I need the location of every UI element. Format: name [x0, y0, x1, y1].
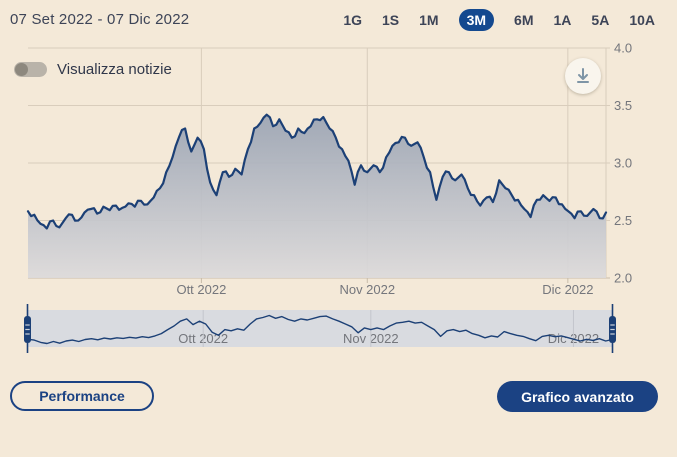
- performance-button[interactable]: Performance: [10, 381, 154, 411]
- range-button-5a[interactable]: 5A: [591, 12, 610, 28]
- date-range-label: 07 Set 2022 - 07 Dic 2022: [10, 11, 190, 28]
- price-line: [26, 113, 608, 230]
- range-selector: 1G 1S 1M 3M 6M 1A 5A 10A: [343, 9, 655, 31]
- svg-text:4.0: 4.0: [614, 41, 632, 56]
- svg-text:2.5: 2.5: [614, 213, 632, 228]
- svg-text:3.5: 3.5: [614, 98, 632, 113]
- navigator-handle-right[interactable]: [609, 304, 616, 353]
- toggle-knob-icon: [15, 63, 28, 76]
- news-toggle[interactable]: [14, 62, 47, 77]
- range-button-1a[interactable]: 1A: [553, 12, 572, 28]
- area-series: [28, 114, 606, 278]
- svg-text:Ott 2022: Ott 2022: [176, 282, 226, 297]
- svg-text:Nov 2022: Nov 2022: [339, 282, 395, 297]
- download-button[interactable]: [565, 58, 601, 94]
- range-button-1g[interactable]: 1G: [343, 12, 363, 28]
- advanced-chart-button[interactable]: Grafico avanzato: [497, 381, 658, 412]
- download-icon: [577, 68, 589, 83]
- news-toggle-row: Visualizza notizie: [14, 61, 172, 78]
- news-toggle-label: Visualizza notizie: [57, 61, 172, 78]
- svg-text:3.0: 3.0: [614, 156, 632, 171]
- navigator: Ott 2022 Nov 2022 Dic 2022: [24, 304, 616, 353]
- range-button-1m[interactable]: 1M: [419, 12, 439, 28]
- range-button-10a[interactable]: 10A: [629, 12, 655, 28]
- navigator-handle-left[interactable]: [24, 304, 31, 353]
- svg-text:Dic 2022: Dic 2022: [542, 282, 593, 297]
- range-button-3m[interactable]: 3M: [458, 9, 495, 31]
- navigator-track[interactable]: [28, 310, 612, 347]
- svg-text:2.0: 2.0: [614, 271, 632, 286]
- navigator-line: [27, 314, 613, 345]
- range-button-1s[interactable]: 1S: [382, 12, 400, 28]
- range-button-6m[interactable]: 6M: [514, 12, 534, 28]
- y-axis-labels: 4.0 3.5 3.0 2.5 2.0: [614, 41, 632, 286]
- x-axis-labels: Ott 2022 Nov 2022 Dic 2022: [176, 282, 593, 297]
